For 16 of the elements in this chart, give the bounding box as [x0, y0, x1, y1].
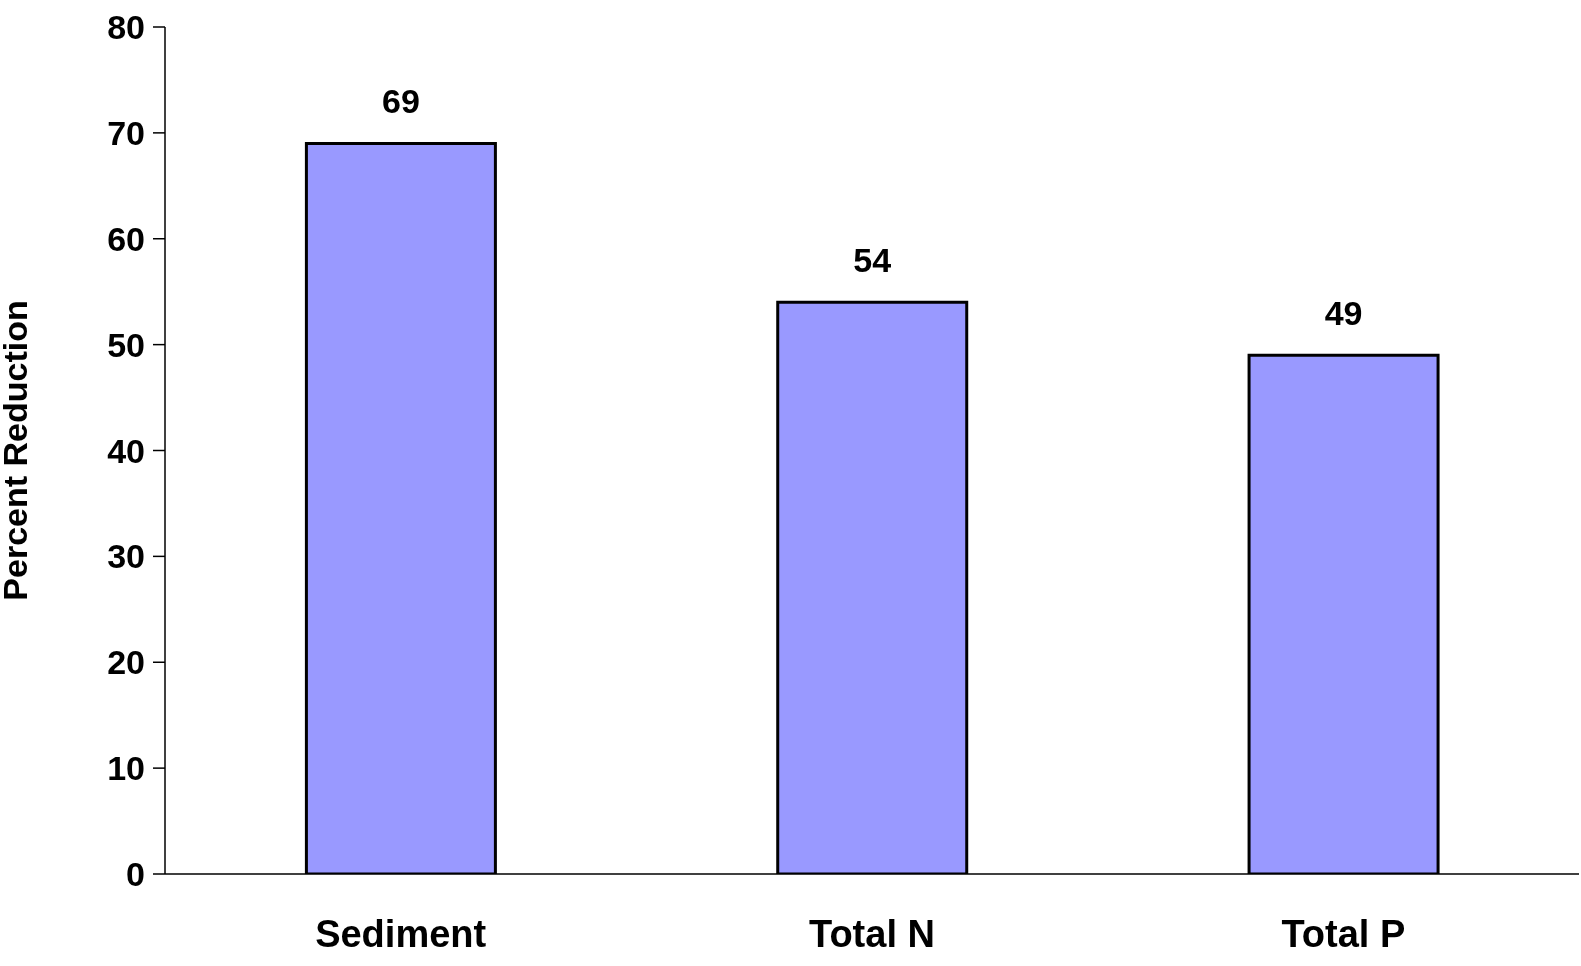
x-tick-label: Total P — [1281, 912, 1406, 955]
y-tick-label: 50 — [107, 325, 145, 364]
y-axis-title: Percent Reduction — [0, 300, 35, 601]
y-tick-label: 60 — [107, 219, 145, 258]
x-tick-label: Sediment — [315, 912, 487, 955]
x-tick-label: Total N — [809, 912, 935, 955]
data-label: 69 — [381, 82, 420, 121]
y-tick-label: 30 — [107, 537, 145, 576]
y-tick-label: 40 — [107, 431, 145, 470]
y-tick-label: 70 — [107, 113, 145, 152]
y-tick-label: 80 — [107, 8, 145, 47]
data-label: 49 — [1324, 294, 1363, 333]
data-label: 54 — [853, 241, 892, 280]
y-tick-label: 10 — [107, 749, 145, 788]
y-tick-label: 0 — [126, 855, 145, 894]
y-tick-label: 20 — [107, 643, 145, 682]
